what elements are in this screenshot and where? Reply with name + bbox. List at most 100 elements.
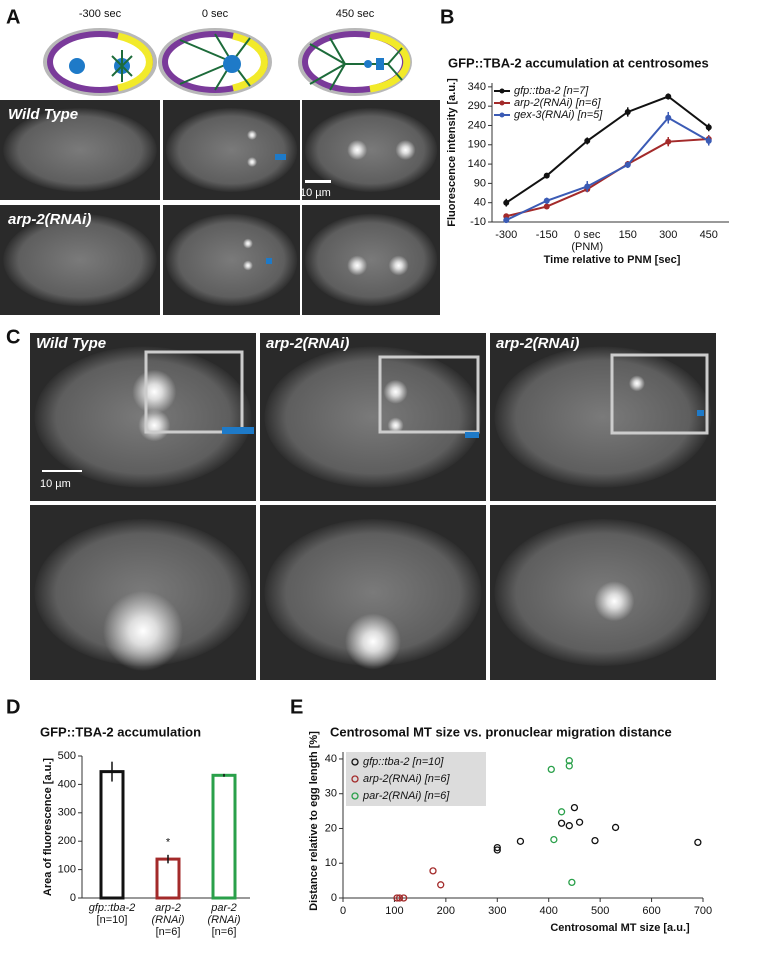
- centrosome: [247, 130, 258, 140]
- time-label: 450 sec: [336, 8, 375, 20]
- x-tick-label: gfp::tba-2: [89, 902, 135, 914]
- point: [705, 137, 712, 144]
- time-label: -300 sec: [79, 8, 122, 20]
- y-tick-label: 90: [474, 177, 486, 189]
- centrosome: [242, 238, 253, 249]
- y-tick-label: 0: [331, 892, 337, 904]
- marker: [275, 154, 286, 160]
- chart-title: Centrosomal MT size vs. pronuclear migra…: [330, 724, 672, 739]
- legend-label: gfp::tba-2 [n=10]: [363, 756, 444, 768]
- asters: [179, 33, 251, 91]
- embryo: [494, 346, 712, 488]
- y-tick-label: 240: [468, 119, 486, 131]
- point: [429, 867, 437, 875]
- panel-letter: C: [6, 326, 20, 348]
- centrosome: [395, 140, 416, 160]
- x-axis-label: Centrosomal MT size [a.u.]: [550, 922, 690, 934]
- point: [665, 114, 672, 121]
- point: [516, 837, 525, 845]
- posterior-cortex: [232, 32, 268, 92]
- point: [584, 183, 591, 190]
- scale-bar: [305, 180, 331, 183]
- centrosome: [594, 581, 635, 622]
- point: [503, 199, 510, 206]
- point: [584, 137, 591, 144]
- point: [543, 172, 550, 179]
- x-tick-label: [n=6]: [156, 926, 181, 938]
- x-tick-label: 500: [591, 905, 609, 917]
- y-axis-label: Area of fluorescence [a.u.]: [42, 758, 54, 896]
- bar: [155, 857, 181, 900]
- centrosome: [103, 591, 183, 671]
- annotation: (PNM): [571, 241, 603, 253]
- y-tick-label: 290: [468, 100, 486, 112]
- point: [705, 124, 712, 131]
- centrosome: [628, 375, 645, 392]
- panel-letter: E: [290, 696, 303, 718]
- pronucleus: [376, 58, 384, 70]
- scale-bar: [42, 470, 82, 472]
- posterior-cortex: [117, 32, 153, 92]
- panel-letter: B: [440, 6, 454, 28]
- marker: [266, 258, 272, 264]
- legend-swatch: [351, 758, 359, 766]
- point: [591, 836, 599, 845]
- point: [624, 161, 631, 168]
- embryo: [304, 108, 438, 192]
- x-tick-label: 100: [385, 905, 403, 917]
- point: [565, 762, 573, 770]
- column-label: arp-2(RNAi): [496, 335, 579, 352]
- legend-box: [346, 752, 486, 806]
- y-tick-label: 200: [58, 835, 76, 847]
- point: [395, 894, 404, 902]
- centrosome: [388, 255, 409, 276]
- point: [565, 757, 573, 765]
- point: [550, 835, 558, 844]
- panel-letters: A B C D E: [6, 6, 454, 718]
- x-tick-label: 300: [488, 905, 506, 917]
- schematics: -300 sec 0 sec 450 sec A⟷P: [43, 8, 412, 96]
- point: [575, 818, 584, 826]
- y-tick-label: 100: [58, 864, 76, 876]
- chart-title: GFP::TBA-2 accumulation at centrosomes: [448, 55, 709, 70]
- time-label: 0 sec: [202, 8, 229, 20]
- legend-label: par-2(RNAi) [n=6]: [362, 790, 450, 802]
- x-tick-label: [n=10]: [97, 914, 128, 926]
- x-tick-label: 400: [540, 905, 558, 917]
- point: [503, 217, 510, 224]
- bar: [211, 773, 237, 900]
- y-axis-label: Distance relative to egg length [%]: [308, 731, 320, 911]
- centrosome: [247, 157, 258, 167]
- y-tick-label: 400: [58, 778, 76, 790]
- embryo: [3, 213, 157, 307]
- pronucleus: [223, 55, 241, 73]
- posterior-cortex: [369, 31, 411, 93]
- point: [543, 203, 550, 210]
- point: [557, 808, 566, 816]
- point: [437, 881, 445, 889]
- x-tick-label: (RNAi): [208, 914, 241, 926]
- column-label: arp-2(RNAi): [266, 335, 349, 352]
- centrosome: [132, 369, 177, 414]
- bar: [99, 770, 125, 900]
- embryo: [264, 519, 482, 666]
- y-tick-label: 340: [468, 81, 486, 93]
- y-axis-label: Fluorescence intensity [a.u.]: [446, 78, 458, 227]
- point: [400, 894, 408, 902]
- point: [568, 878, 576, 887]
- centrosome: [383, 379, 408, 404]
- row-label: Wild Type: [8, 106, 78, 123]
- point: [624, 108, 631, 115]
- row-label: arp-2(RNAi): [8, 211, 91, 228]
- point: [393, 894, 401, 902]
- chart-title: GFP::TBA-2 accumulation: [40, 724, 201, 739]
- point: [493, 846, 501, 854]
- point: [565, 822, 573, 830]
- x-tick-label: arp-2: [155, 902, 181, 914]
- scale-label: 10 µm: [300, 187, 331, 199]
- zoom-box: [144, 350, 244, 434]
- legend-label: arp-2(RNAi) [n=6]: [363, 773, 450, 785]
- point: [557, 819, 566, 827]
- legend-swatch: [499, 88, 505, 94]
- x-tick-label: 0: [340, 905, 346, 917]
